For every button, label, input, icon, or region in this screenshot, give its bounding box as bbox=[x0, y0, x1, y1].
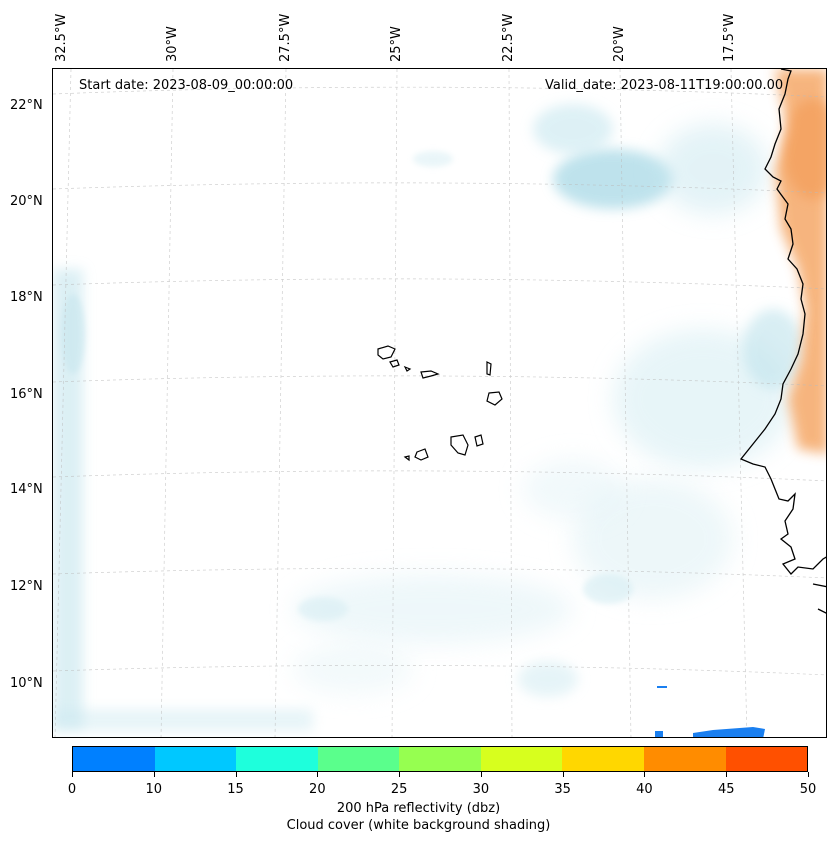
colorbar-tick-label: 20 bbox=[309, 782, 326, 797]
colorbar-tick bbox=[235, 772, 237, 777]
lat-label-22n: 22°N bbox=[10, 98, 43, 113]
colorbar-segment bbox=[399, 747, 481, 771]
colorbar-tick-label: 0 bbox=[67, 782, 77, 797]
lat-label-12n: 12°N bbox=[10, 579, 43, 594]
colorbar-segment bbox=[73, 747, 155, 771]
lon-label-27-5w: 27.5°W bbox=[278, 13, 293, 62]
colorbar-tick bbox=[726, 772, 728, 777]
colorbar-tick bbox=[153, 772, 155, 777]
colorbar-label: 200 hPa reflectivity (dbz) bbox=[336, 801, 501, 816]
colorbar-tick bbox=[72, 772, 73, 777]
lon-label-22-5w: 22.5°W bbox=[501, 13, 516, 62]
colorbar-tick bbox=[480, 772, 482, 777]
lat-label-16n: 16°N bbox=[10, 387, 43, 402]
land-reflectivity-shading bbox=[775, 69, 826, 454]
lat-label-18n: 18°N bbox=[10, 290, 43, 305]
colorbar-tick bbox=[317, 772, 319, 777]
map-panel bbox=[52, 68, 827, 738]
graticule bbox=[53, 69, 826, 737]
lon-label-25w: 25°W bbox=[389, 26, 404, 62]
valid-date-label: Valid_date: 2023-08-11T19:00:00.00 bbox=[545, 78, 784, 93]
colorbar-tick-label: 40 bbox=[636, 782, 653, 797]
colorbar-segment bbox=[317, 747, 400, 771]
lon-label-30w: 30°W bbox=[165, 26, 180, 62]
colorbar-tick bbox=[399, 772, 401, 777]
start-date-label: Start date: 2023-08-09_00:00:00 bbox=[79, 78, 294, 93]
lon-label-20w: 20°W bbox=[612, 26, 627, 62]
lat-label-14n: 14°N bbox=[10, 482, 43, 497]
colorbar-segment bbox=[562, 747, 644, 771]
coastline bbox=[739, 69, 826, 614]
lat-label-20n: 20°N bbox=[10, 194, 43, 209]
colorbar-segment bbox=[480, 747, 563, 771]
lat-label-10n: 10°N bbox=[10, 676, 43, 691]
cloud-cover-shading bbox=[53, 104, 803, 731]
colorbar-tick-label: 25 bbox=[390, 782, 408, 797]
colorbar-segment bbox=[725, 747, 808, 771]
colorbar-segment bbox=[236, 747, 318, 771]
cape-verde-islands bbox=[377, 345, 503, 462]
map-canvas bbox=[53, 69, 826, 737]
colorbar-tick-label: 45 bbox=[717, 782, 735, 797]
colorbar-segment bbox=[643, 747, 726, 771]
colorbar-tick bbox=[562, 772, 564, 777]
colorbar-tick bbox=[644, 772, 646, 777]
colorbar-tick-label: 30 bbox=[472, 782, 490, 797]
colorbar-tick-label: 10 bbox=[145, 782, 163, 797]
lon-label-17-5w: 17.5°W bbox=[722, 13, 737, 62]
colorbar bbox=[72, 746, 808, 772]
lon-label-32-5w: 32.5°W bbox=[54, 13, 69, 62]
colorbar-tick-label: 50 bbox=[799, 782, 817, 797]
colorbar-tick-label: 35 bbox=[554, 782, 571, 797]
reflectivity-cells bbox=[655, 686, 765, 737]
colorbar-sublabel: Cloud cover (white background shading) bbox=[286, 818, 551, 833]
colorbar-segment bbox=[154, 747, 237, 771]
colorbar-tick bbox=[808, 772, 809, 777]
colorbar-tick-label: 15 bbox=[227, 782, 244, 797]
